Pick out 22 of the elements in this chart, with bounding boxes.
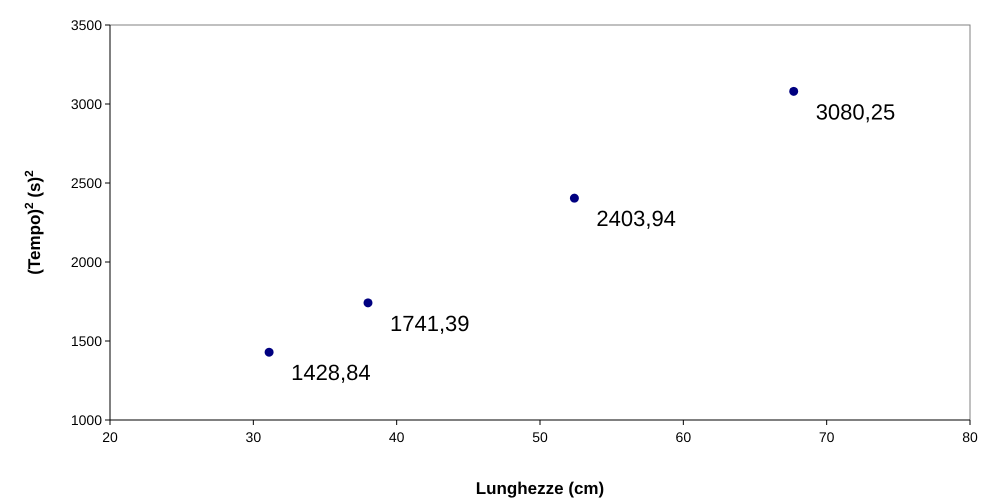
x-tick-label: 70 xyxy=(818,429,835,445)
x-tick-label: 30 xyxy=(246,429,262,445)
y-tick-label: 2500 xyxy=(70,174,102,191)
x-tick-label: 80 xyxy=(962,429,978,445)
point xyxy=(789,86,798,96)
x-tick-label: 40 xyxy=(388,429,405,445)
y-tick-label: 1000 xyxy=(70,412,102,428)
data-label: 1741,39 xyxy=(390,310,470,336)
x-tick-label: 60 xyxy=(676,429,692,445)
point xyxy=(364,298,372,308)
y-tick-label: 1500 xyxy=(70,332,102,349)
y-tick-label: 2000 xyxy=(70,254,102,270)
data-label: 1428,84 xyxy=(291,360,371,386)
y-tick-label: 3500 xyxy=(70,16,102,33)
x-axis-title: Lunghezze (cm) xyxy=(476,479,604,498)
y-tick-label: 3000 xyxy=(70,96,102,112)
point xyxy=(264,348,274,357)
x-tick-label: 50 xyxy=(532,429,548,445)
data-label: 2403,94 xyxy=(596,206,676,232)
x-tick-label: 20 xyxy=(102,429,118,445)
point xyxy=(570,194,579,203)
data-label: 3080,25 xyxy=(816,99,896,124)
